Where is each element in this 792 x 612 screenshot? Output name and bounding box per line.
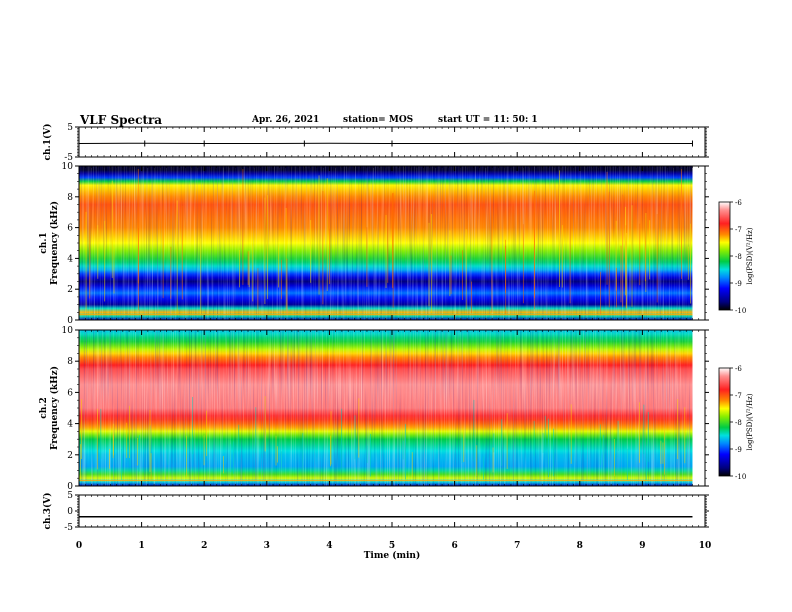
- colorbar-tick-label: -8: [735, 419, 742, 427]
- ch2-spectrogram-panel: 0 2 4 6 8 10 ch.2 Frequency (kHz): [39, 326, 709, 492]
- station-label: station= MOS: [343, 115, 414, 125]
- x-tick-label: 1: [138, 541, 144, 551]
- ch1-voltage-panel: 5 -5 ch.1(V): [42, 123, 709, 163]
- ch3-voltage-panel: 5 0 -5 ch.3(V): [42, 491, 709, 533]
- x-tick-label: 0: [76, 541, 82, 551]
- x-axis-label: Time (min): [364, 550, 421, 561]
- x-tick-label: 4: [326, 541, 332, 551]
- spectrogram-texture-dark: [79, 330, 693, 486]
- y-axis-label: Frequency (kHz): [49, 366, 60, 450]
- start-time-label: start UT = 11: 50: 1: [438, 115, 538, 125]
- x-tick-label: 2: [201, 541, 207, 551]
- x-tick-label: 9: [639, 541, 645, 551]
- y-tick-label: 2: [67, 451, 73, 461]
- panel-frame: [78, 494, 706, 528]
- x-tick-label: 10: [699, 541, 712, 551]
- y-tick-label: 6: [67, 224, 73, 234]
- y-tick-label: 6: [67, 388, 73, 398]
- colorbar-label: log(PSD)(V²/Hz): [746, 227, 754, 284]
- x-axis: 0 1 2 3 4 5 6 7 8 9 10 Time (min): [76, 541, 711, 561]
- y-axis-label: Frequency (kHz): [49, 201, 60, 285]
- y-tick-label: -5: [64, 523, 73, 533]
- colorbar-tick-label: -6: [735, 365, 742, 373]
- y-tick-label: 8: [67, 193, 73, 203]
- colorbar-tick-label: -8: [735, 253, 742, 261]
- colorbar-tick-label: -10: [735, 307, 746, 315]
- colorbar-ch2: -6 -7 -8 -9 -10 log(PSD)(V²/Hz): [718, 365, 754, 481]
- y-tick-label: 8: [67, 357, 73, 367]
- y-tick-label: 5: [67, 491, 73, 501]
- y-tick-label: 4: [67, 420, 73, 430]
- y-tick-label: -5: [64, 153, 73, 163]
- y-tick-label: 4: [67, 254, 73, 264]
- y-tick-label: 10: [62, 162, 74, 172]
- x-tick-label: 6: [451, 541, 457, 551]
- colorbar-tick-label: -9: [735, 446, 742, 454]
- x-tick-label: 8: [577, 541, 583, 551]
- x-tick-label: 3: [264, 541, 270, 551]
- colorbar-gradient: [718, 201, 731, 311]
- y-tick-label: 0: [67, 507, 73, 517]
- colorbar-tick-label: -9: [735, 280, 742, 288]
- y-tick-label: 5: [67, 123, 73, 133]
- y-tick-label: 2: [67, 285, 73, 295]
- y-tick-label: 10: [62, 326, 74, 336]
- ch1-spectrogram-panel: 0 2 4 6 8 10 ch.1 Frequency (kHz): [39, 162, 709, 326]
- y-axis-label: ch.1: [39, 232, 49, 253]
- y-axis-label: ch.2: [39, 397, 49, 418]
- colorbar-label: log(PSD)(V²/Hz): [746, 393, 754, 450]
- colorbar-tick-label: -10: [735, 473, 746, 481]
- colorbar-tick-label: -7: [735, 392, 742, 400]
- y-axis-label: ch.3(V): [42, 493, 53, 530]
- y-tick-label: 0: [67, 482, 73, 492]
- colorbar-tick-label: -7: [735, 226, 742, 234]
- colorbar-tick-label: -6: [735, 199, 742, 207]
- colorbar-gradient: [718, 367, 731, 477]
- chart-title: VLF Spectra: [80, 113, 163, 127]
- x-tick-label: 5: [389, 541, 395, 551]
- y-tick-label: 0: [67, 316, 73, 326]
- x-tick-label: 7: [514, 541, 520, 551]
- y-axis-label: ch.1(V): [42, 124, 53, 161]
- date-label: Apr. 26, 2021: [252, 115, 320, 125]
- colorbar-ch1: -6 -7 -8 -9 -10 log(PSD)(V²/Hz): [718, 199, 754, 315]
